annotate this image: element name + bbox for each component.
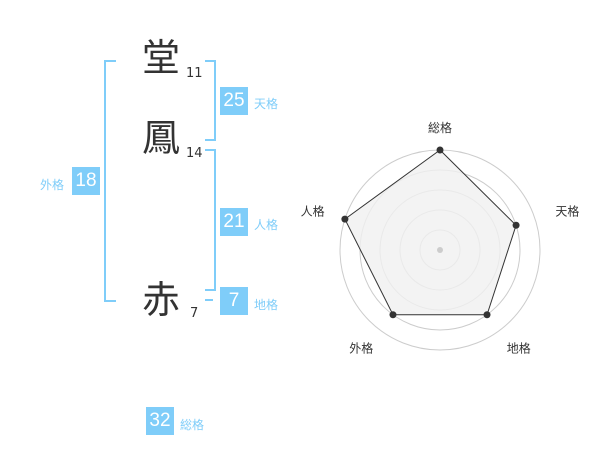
stroke-count-1: 11 (186, 66, 203, 81)
stroke-count-3: 7 (190, 306, 199, 321)
chikaku-label: 地格 (254, 298, 279, 312)
stroke-count-2: 14 (186, 146, 203, 161)
radar-point (483, 311, 491, 319)
radar-axis-label: 天格 (555, 204, 579, 219)
radar-polygon (344, 149, 517, 316)
soukaku-value: 32 (146, 407, 174, 435)
tenkaku-value: 25 (220, 87, 248, 115)
radar-point (512, 221, 520, 229)
radar-center (437, 247, 443, 253)
jinkaku-value: 21 (220, 208, 248, 236)
radar-axis-label: 地格 (507, 340, 531, 355)
gaikaku-bracket (104, 60, 116, 302)
name-char-2: 鳳 (142, 116, 181, 160)
radar-point (436, 146, 444, 154)
radar-point (341, 215, 349, 223)
soukaku-label: 総格 (180, 418, 205, 432)
radar-axis-label: 外格 (349, 340, 373, 355)
chikaku-connector (205, 299, 213, 301)
chikaku-value: 7 (220, 287, 248, 315)
jinkaku-bracket (205, 149, 216, 291)
name-char-3: 赤 (142, 278, 181, 322)
gaikaku-label: 外格 (40, 178, 65, 192)
gaikaku-value: 18 (72, 167, 100, 195)
name-char-1: 堂 (142, 36, 181, 80)
radar-axis-label: 総格 (428, 120, 452, 135)
tenkaku-bracket (205, 60, 216, 141)
jinkaku-label: 人格 (254, 218, 279, 232)
radar-axis-label: 人格 (301, 204, 325, 219)
tenkaku-label: 天格 (254, 97, 279, 111)
radar-point (389, 311, 397, 319)
